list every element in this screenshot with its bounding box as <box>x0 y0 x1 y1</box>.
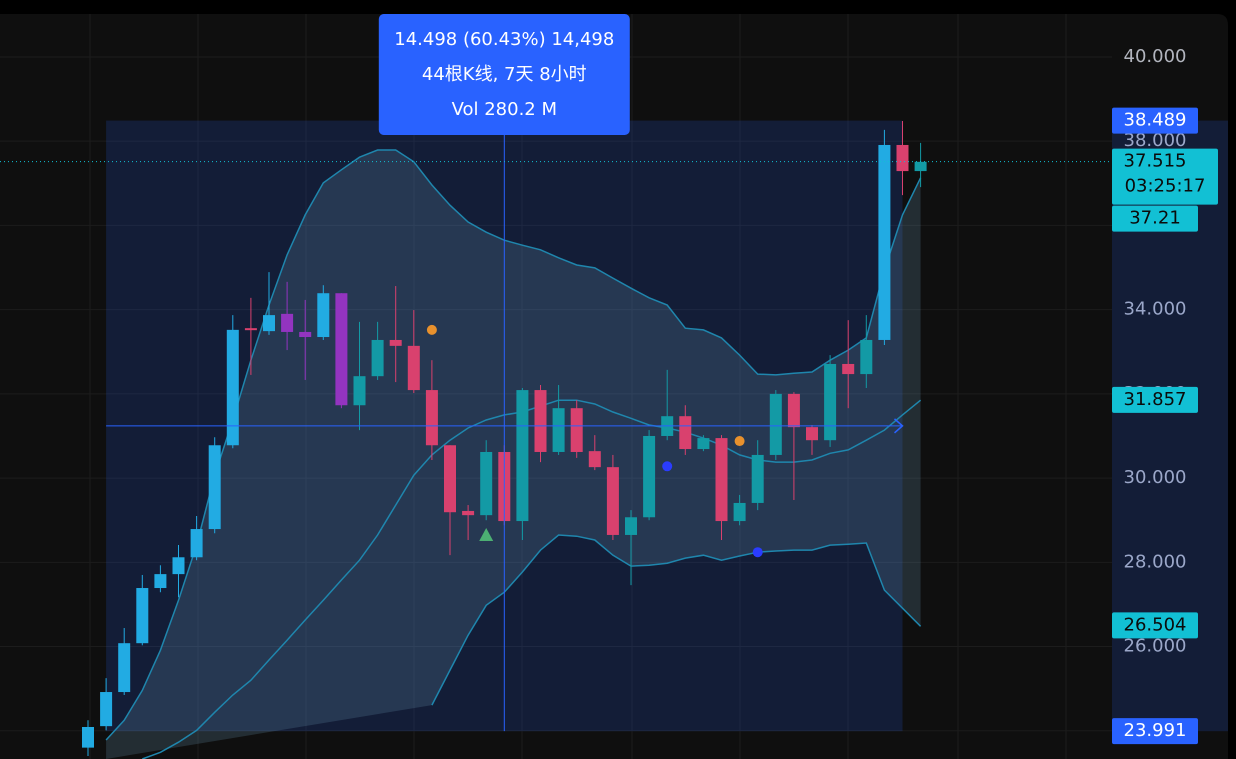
signal-dot <box>662 461 673 472</box>
candle-body <box>896 144 909 172</box>
candle-body <box>516 390 529 522</box>
y-tick-label: 28.000 <box>1124 551 1187 572</box>
candle-body <box>588 451 601 468</box>
candle-body <box>625 517 637 535</box>
panel <box>0 14 1228 759</box>
candle-body <box>606 467 619 535</box>
candle-body <box>769 393 782 455</box>
candle-body <box>389 339 402 346</box>
signal-dot <box>734 436 745 447</box>
measure-tooltip-line: 14.498 (60.43%) 14,498 <box>394 29 614 50</box>
signal-dot <box>752 547 763 558</box>
candle-body <box>643 435 656 518</box>
candle-body <box>697 438 710 450</box>
y-tick-label: 30.000 <box>1124 467 1187 488</box>
signal-triangle <box>479 527 494 541</box>
overlay: 14.498 (60.43%) 14,498 44根K线, 7天 8小时 Vol 2… <box>378 14 630 135</box>
candle-body <box>407 345 420 391</box>
candle-body <box>444 445 456 513</box>
measure-tooltip-line: 44根K线, 7天 8小时 <box>422 64 587 85</box>
candle-body <box>824 363 837 441</box>
band-fill <box>106 150 921 759</box>
candle-body <box>733 502 746 522</box>
candle-body <box>353 376 366 406</box>
candle-body <box>226 329 239 446</box>
y-tick-label: 40.000 <box>1124 46 1187 67</box>
plot <box>0 120 1112 759</box>
price-label: 31.857 <box>1124 389 1187 410</box>
band-upper <box>105 149 922 741</box>
candle-body <box>806 427 818 441</box>
band-lower <box>431 534 922 706</box>
price-axis: 24.00026.00028.00030.00032.00034.00036.0… <box>1112 46 1228 745</box>
candle-body <box>263 315 275 332</box>
candle-body <box>425 390 438 446</box>
candle-body <box>715 438 728 522</box>
measure-arrow <box>894 418 904 434</box>
candle-body <box>208 445 221 530</box>
candle-body <box>190 529 203 558</box>
candle-body <box>751 454 764 503</box>
candle-body <box>244 328 257 331</box>
candle-body <box>118 643 131 693</box>
candle-body <box>371 339 384 377</box>
candle-body <box>82 726 94 748</box>
candle-body <box>317 293 330 338</box>
candle-body <box>154 574 167 589</box>
candle-body <box>335 293 348 406</box>
candle-body <box>100 692 113 727</box>
signal-dot <box>426 324 437 335</box>
y-tick-label: 26.000 <box>1124 636 1187 657</box>
countdown: 03:25:17 <box>1125 176 1206 197</box>
candle-body <box>552 408 565 452</box>
candle-body <box>299 331 312 338</box>
candle-body <box>842 363 855 375</box>
measure-tooltip-line: Vol 280.2 M <box>452 99 557 120</box>
price-label: 26.504 <box>1124 614 1187 635</box>
y-tick-label: 38.000 <box>1124 130 1187 151</box>
band-middle <box>142 399 922 759</box>
candle-body <box>136 588 149 644</box>
price-label-box <box>1112 148 1218 205</box>
price-label: 23.991 <box>1124 720 1187 741</box>
candle-body <box>480 451 493 516</box>
candle-body <box>281 313 294 332</box>
price-label: 38.489 <box>1124 110 1187 131</box>
candle-body <box>570 408 583 452</box>
price-label-box <box>1112 386 1198 413</box>
price-label: 37.515 <box>1124 151 1187 172</box>
y-tick-label: 34.000 <box>1124 299 1187 320</box>
price-label-box <box>1112 107 1198 134</box>
price-label-box <box>1112 718 1198 745</box>
candle-body <box>878 144 891 340</box>
price-label: 37.21 <box>1129 208 1181 229</box>
price-label-box <box>1112 205 1198 232</box>
candle-body <box>860 339 873 375</box>
candle-body <box>172 557 185 575</box>
price-label-box <box>1112 612 1198 639</box>
candle-body <box>914 161 927 172</box>
candle-body <box>679 416 692 450</box>
candle-body <box>787 393 800 428</box>
candle-body <box>534 390 547 452</box>
candle-body <box>462 510 475 516</box>
measure-tooltip <box>378 14 630 135</box>
